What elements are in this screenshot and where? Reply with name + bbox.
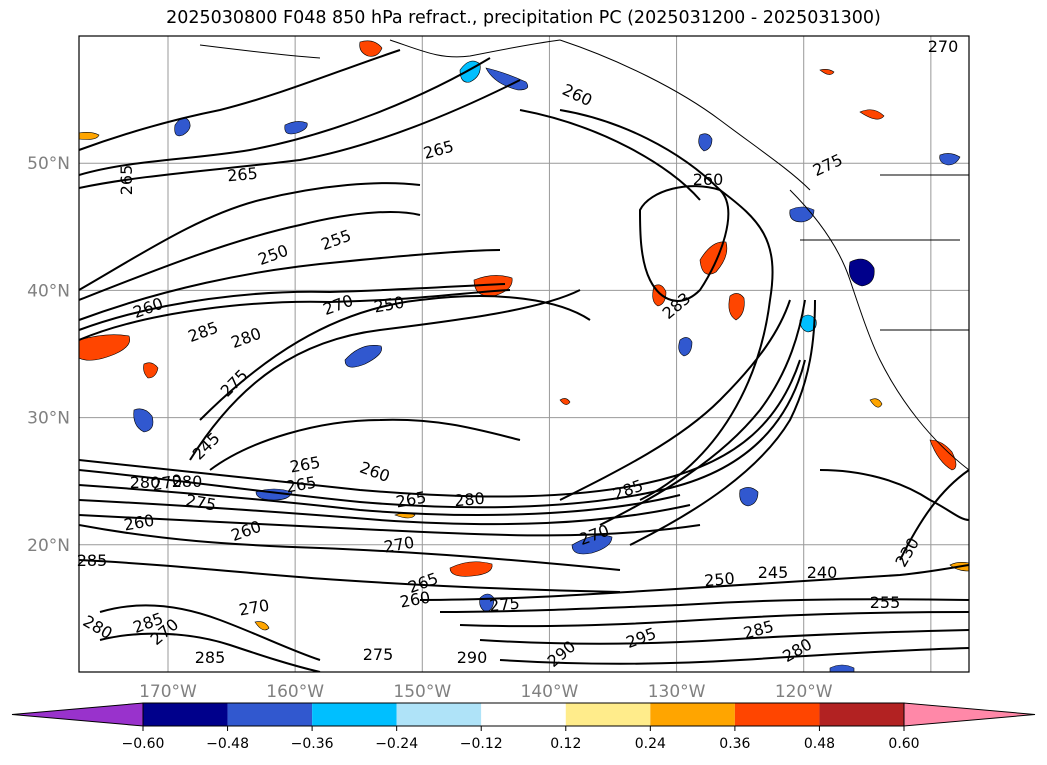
map-frame [78,35,970,673]
refractivity-contours [79,49,969,672]
contour-label: 285 [195,648,226,667]
colorbar-segment [143,703,228,726]
contour-label: 270 [928,37,959,56]
colorbar-tick-label: −0.48 [206,736,249,752]
colorbar-segment [396,703,482,726]
colorbar-segment [819,703,904,726]
contour-label: 240 [807,563,838,582]
latitude-labels: 50°N 40°N 30°N 20°N [27,154,70,556]
colorbar-frame [142,702,905,727]
contour-label: 245 [758,563,789,582]
contour-label: 260 [693,170,724,189]
colorbar-tick-label: 0.12 [550,736,581,752]
colorbar-tick-label: −0.24 [375,736,418,752]
colorbar-segment [565,703,651,726]
colorbar-extend-low [11,702,144,727]
lat-label: 40°N [27,281,70,301]
contour-label: 250 [703,569,735,591]
colorbar-tick-label: 0.48 [804,736,835,752]
contour-label: 290 [457,648,488,667]
contour-label: 255 [870,593,901,612]
lat-label: 30°N [27,409,70,429]
lon-label: 120°W [775,682,833,702]
colorbar: −0.60 −0.48 −0.36 −0.24 −0.12 0.12 0.24 0.36 0.4… [11,702,1036,752]
colorbar-tick-label: 0.24 [635,736,666,752]
colorbar-segment [650,703,735,726]
colorbar-tick-label: −0.60 [122,736,165,752]
colorbar-tick-label: 0.60 [888,736,919,752]
lat-label: 50°N [27,154,70,174]
colorbar-extend-high [903,702,1036,727]
contour-label: 280 [172,472,203,491]
contour-label: 265 [226,164,258,186]
lon-label: 150°W [393,682,451,702]
lon-label: 130°W [648,682,706,702]
colorbar-segment [481,703,566,726]
colorbar-segment [227,703,313,726]
colorbar-segment [734,703,820,726]
map-title: 2025030800 F048 850 hPa refract., precip… [166,8,881,28]
colorbar-segment [312,703,397,726]
contour-label: 275 [488,594,520,616]
colorbar-tick-label: −0.12 [460,736,503,752]
map-background [79,36,969,672]
coastline [199,39,969,471]
contour-label: 265 [117,165,136,196]
longitude-labels: 170°W 160°W 150°W 140°W 130°W 120°W [139,682,833,702]
contour-label: 280 [453,489,485,511]
lon-label: 160°W [266,682,324,702]
colorbar-tick-label: 0.36 [719,736,750,752]
contour-label: 275 [363,645,394,664]
map-content [79,36,969,672]
lon-label: 170°W [139,682,197,702]
colorbar-tick-label: −0.36 [291,736,334,752]
lon-label: 140°W [521,682,579,702]
precip-shading [79,40,969,672]
lat-label: 20°N [27,536,70,556]
contour-label: 285 [77,551,108,570]
contour-label: 280 [130,473,161,492]
